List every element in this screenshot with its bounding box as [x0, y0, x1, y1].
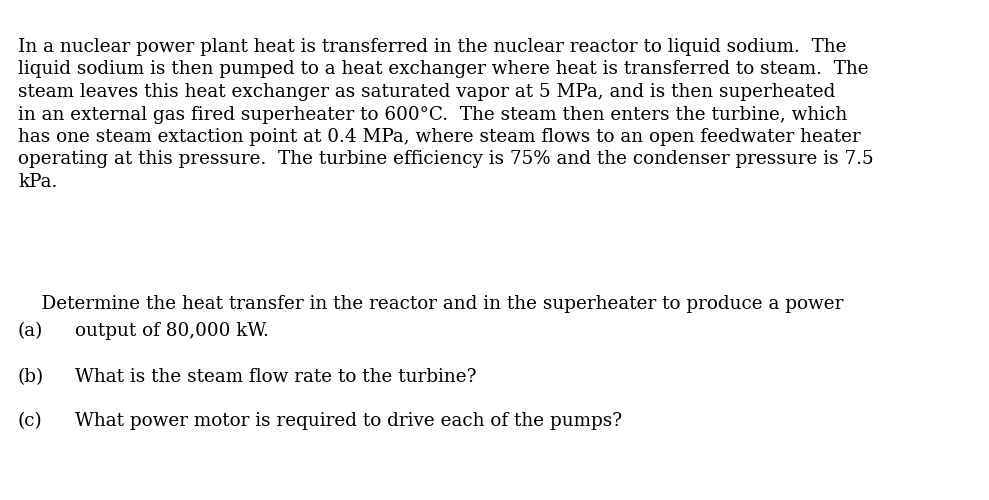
Text: output of 80,000 kW.: output of 80,000 kW. [75, 322, 269, 340]
Text: (a): (a) [18, 322, 44, 340]
Text: What is the steam flow rate to the turbine?: What is the steam flow rate to the turbi… [75, 368, 477, 386]
Text: in an external gas fired superheater to 600°C.  The steam then enters the turbin: in an external gas fired superheater to … [18, 106, 848, 124]
Text: (b): (b) [18, 368, 45, 386]
Text: kPa.: kPa. [18, 173, 57, 191]
Text: (c): (c) [18, 412, 43, 430]
Text: liquid sodium is then pumped to a heat exchanger where heat is transferred to st: liquid sodium is then pumped to a heat e… [18, 60, 868, 78]
Text: In a nuclear power plant heat is transferred in the nuclear reactor to liquid so: In a nuclear power plant heat is transfe… [18, 38, 847, 56]
Text: Determine the heat transfer in the reactor and in the superheater to produce a p: Determine the heat transfer in the react… [18, 295, 844, 313]
Text: has one steam extaction point at 0.4 MPa, where steam flows to an open feedwater: has one steam extaction point at 0.4 MPa… [18, 128, 860, 146]
Text: operating at this pressure.  The turbine efficiency is 75% and the condenser pre: operating at this pressure. The turbine … [18, 150, 873, 168]
Text: steam leaves this heat exchanger as saturated vapor at 5 MPa, and is then superh: steam leaves this heat exchanger as satu… [18, 83, 836, 101]
Text: What power motor is required to drive each of the pumps?: What power motor is required to drive ea… [75, 412, 622, 430]
